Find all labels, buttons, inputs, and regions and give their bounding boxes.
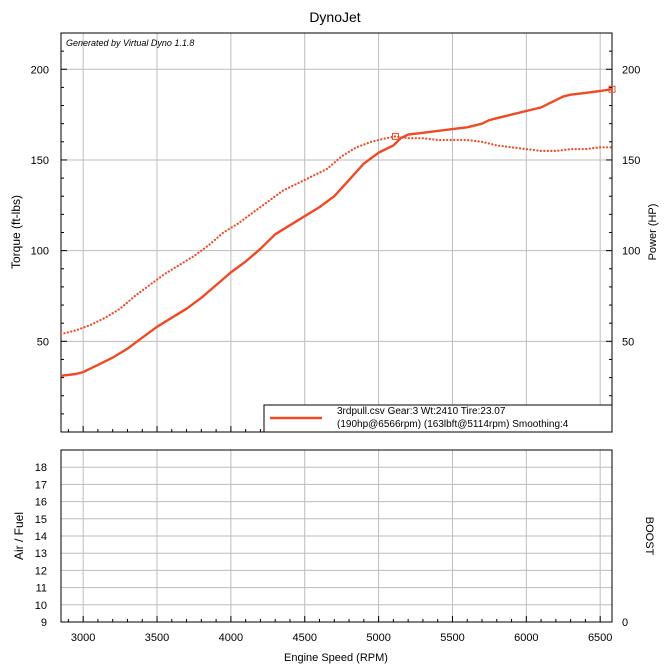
air-fuel-tick-label: 12 (35, 565, 47, 577)
air-fuel-tick-label: 16 (35, 497, 47, 509)
torque-curve (59, 135, 614, 336)
power-curve (60, 88, 613, 377)
air-fuel-tick-label: 14 (35, 531, 47, 543)
air-fuel-tick-label: 11 (36, 583, 47, 595)
legend: 3rdpull.csv Gear:3 Wt:2410 Tire:23.07 (1… (263, 404, 613, 433)
x-tick-label: 3000 (71, 632, 95, 644)
power-tick-label: 50 (622, 336, 634, 348)
power-torque-series (59, 85, 616, 377)
x-tick-label: 3500 (145, 632, 169, 644)
air-fuel-tick-label: 13 (35, 548, 47, 560)
air-fuel-tick-label: 9 (41, 617, 47, 629)
air-fuel-grid (61, 450, 612, 622)
power-tick-label: 200 (622, 64, 640, 76)
x-tick-label: 6500 (588, 632, 612, 644)
torque-axis-label: Torque (ft-lbs) (9, 195, 23, 269)
torque-tick-label: 100 (31, 246, 49, 258)
torque-tick-label: 50 (37, 336, 49, 348)
watermark-text: Generated by Virtual Dyno 1.1.8 (66, 38, 194, 48)
x-tick-label: 5000 (366, 632, 390, 644)
torque-peak-marker (391, 132, 399, 140)
engine-speed-axis-label: Engine Speed (RPM) (284, 652, 388, 664)
x-tick-label: 4500 (292, 632, 316, 644)
boost-tick-label: 0 (622, 617, 628, 629)
air-fuel-tick-label: 10 (35, 600, 47, 612)
air-fuel-tick-label: 15 (35, 514, 47, 526)
power-axis-label: Power (HP) (647, 204, 659, 261)
legend-line2: (190hp@6566rpm) (163lbft@5114rpm) Smooth… (337, 419, 569, 430)
torque-tick-label: 150 (31, 155, 49, 167)
torque-tick-label: 200 (31, 64, 49, 76)
x-tick-label: 6000 (514, 632, 538, 644)
air-fuel-tick-labels: 3000 3500 4000 4500 5000 5500 6000 6500 9 10 11 12 1… (35, 462, 628, 644)
boost-axis-label: BOOST (643, 517, 655, 556)
x-tick-label: 4000 (219, 632, 243, 644)
legend-line1: 3rdpull.csv Gear:3 Wt:2410 Tire:23.07 (337, 406, 506, 417)
power-torque-tick-labels: 50 100 150 200 50 100 150 200 (31, 50, 640, 432)
power-tick-label: 100 (622, 246, 640, 258)
air-fuel-tick-label: 18 (35, 462, 47, 474)
power-peak-marker (608, 85, 616, 93)
air-fuel-axis-label: Air / Fuel (12, 512, 26, 560)
x-tick-label: 5500 (440, 632, 464, 644)
power-torque-plot-frame (60, 32, 613, 433)
air-fuel-tick-label: 17 (35, 479, 47, 491)
power-torque-grid (61, 33, 612, 432)
air-fuel-plot-frame (60, 449, 613, 623)
power-tick-label: 150 (622, 155, 640, 167)
chart-title: DynoJet (309, 9, 360, 25)
